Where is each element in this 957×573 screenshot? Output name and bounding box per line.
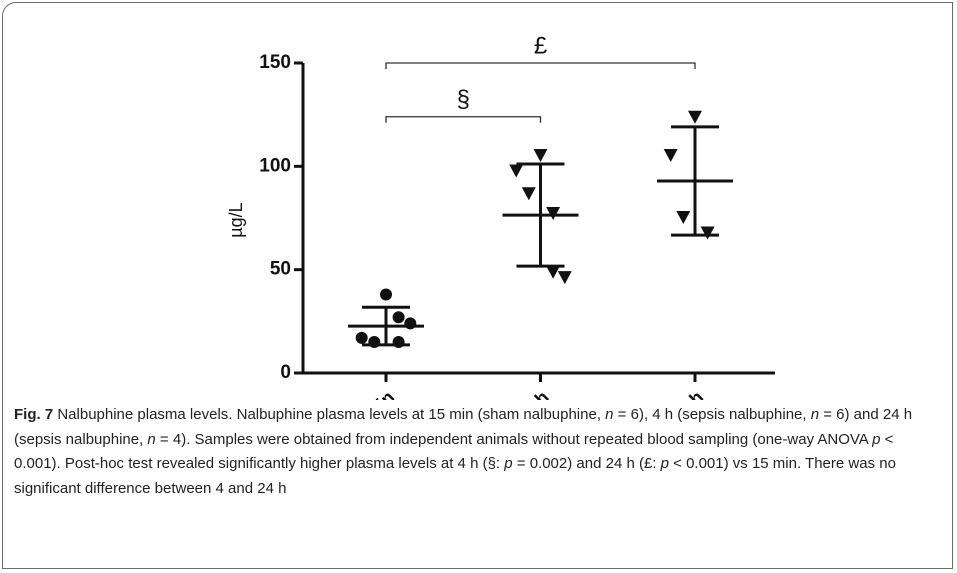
data-point (700, 226, 715, 240)
caption-text: n (147, 430, 156, 448)
data-point (557, 271, 572, 285)
x-tick-label: 15 min (344, 387, 398, 400)
data-point (688, 110, 702, 124)
data-point (546, 207, 561, 221)
data-point (355, 331, 368, 344)
x-tick-label: 4 h (520, 387, 553, 400)
caption-text: = 0.002) and 24 h (£: (512, 455, 661, 472)
caption-text: Nalbuphine plasma levels. Nalbuphine pla… (57, 406, 606, 423)
caption-text: = 6), 4 h (sepsis nalbuphine, (613, 406, 811, 423)
y-tick-label: 100 (259, 155, 291, 176)
data-point (380, 288, 392, 301)
significance-bracket (385, 62, 696, 69)
caption-text: p (504, 455, 513, 472)
caption-text: < 0.001). Post-hoc test revealed signifi… (14, 430, 894, 473)
caption-text: = 6) and 24 h (sepsis nalbuphine, (14, 406, 913, 448)
caption-text: n (810, 406, 820, 423)
x-tick-label: 24 h (668, 387, 708, 400)
caption-text: p (872, 430, 881, 448)
caption-text: = 4). Samples were obtained from indepen… (155, 430, 873, 448)
chart: µg/L 0 50 100 150 15 min 4 h 24 h § £ (226, 32, 775, 400)
data-point (533, 148, 548, 162)
y-tick-label: 150 (259, 52, 291, 73)
data-point (392, 311, 405, 324)
caption-text: p (660, 455, 669, 472)
data-point (521, 187, 536, 201)
data-point (663, 148, 678, 162)
caption-text: n (605, 406, 614, 423)
y-tick-label: 0 (280, 362, 291, 383)
significance-label: £ (534, 32, 547, 59)
significance-bracket (385, 116, 542, 123)
caption: Fig. 7 Nalbuphine plasma levels. Nalbuph… (14, 403, 939, 501)
data-point (676, 210, 691, 224)
y-tick-label: 50 (270, 259, 291, 280)
data-point (546, 265, 561, 279)
caption-text: < 0.001) vs 15 min. There was no signifi… (14, 455, 896, 497)
y-axis-label: µg/L (226, 202, 246, 237)
caption-label: Fig. 7 (14, 406, 54, 423)
significance-label: § (457, 86, 470, 113)
data-point (404, 317, 417, 330)
data-point (509, 164, 524, 178)
